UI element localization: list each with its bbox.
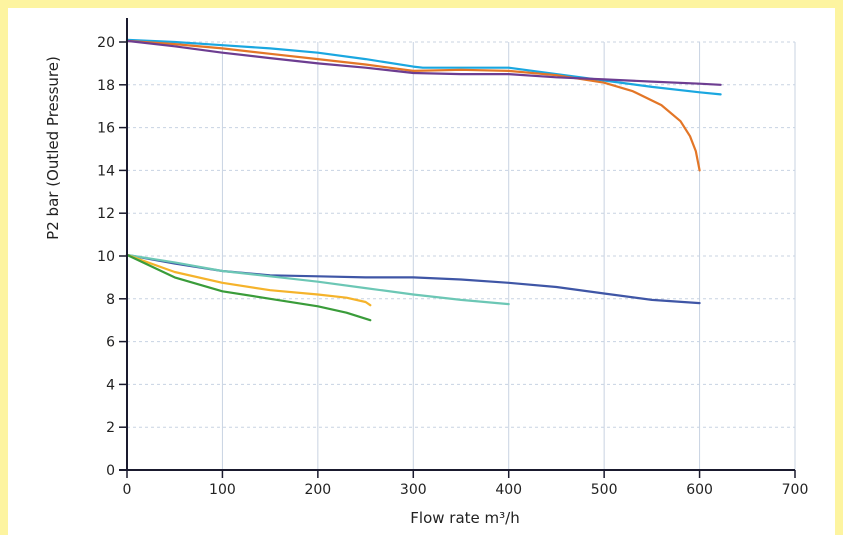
chart-card: 0 2 4 6 8 10 12 14 16 18 20 0 100 200 300 400 500 600 700 … xyxy=(8,8,835,535)
series-line-3 xyxy=(125,39,722,86)
y-tick-label: 4 xyxy=(106,377,115,393)
y-tick-label: 14 xyxy=(97,163,115,179)
series-line-1 xyxy=(125,38,722,96)
series-line-6 xyxy=(125,253,372,307)
series-lines xyxy=(125,38,722,322)
y-tick-label: 0 xyxy=(106,463,115,479)
y-tick-label: 12 xyxy=(97,206,115,222)
series-line-2 xyxy=(125,39,701,172)
grid xyxy=(127,41,796,470)
y-tick-label: 10 xyxy=(97,249,115,265)
x-tick-label: 400 xyxy=(495,482,522,498)
axes xyxy=(119,18,796,478)
x-tick-label: 200 xyxy=(304,482,331,498)
y-tick-label: 6 xyxy=(106,335,115,351)
y-tick-label: 20 xyxy=(97,35,115,51)
y-tick-label: 8 xyxy=(106,292,115,308)
y-tick-label: 16 xyxy=(97,121,115,137)
x-axis-title: Flow rate m³/h xyxy=(410,509,519,527)
x-tick-label: 600 xyxy=(686,482,713,498)
x-tick-label: 700 xyxy=(782,482,809,498)
x-tick-label: 0 xyxy=(123,482,132,498)
x-tick-label: 100 xyxy=(209,482,236,498)
y-tick-label: 18 xyxy=(97,78,115,94)
series-line-5 xyxy=(125,253,510,306)
y-tick-label: 2 xyxy=(106,420,115,436)
series-line-7 xyxy=(125,253,372,322)
y-axis-title: P2 bar (Outled Pressure) xyxy=(44,56,62,240)
x-tick-label: 500 xyxy=(591,482,618,498)
x-tick-label: 300 xyxy=(400,482,427,498)
